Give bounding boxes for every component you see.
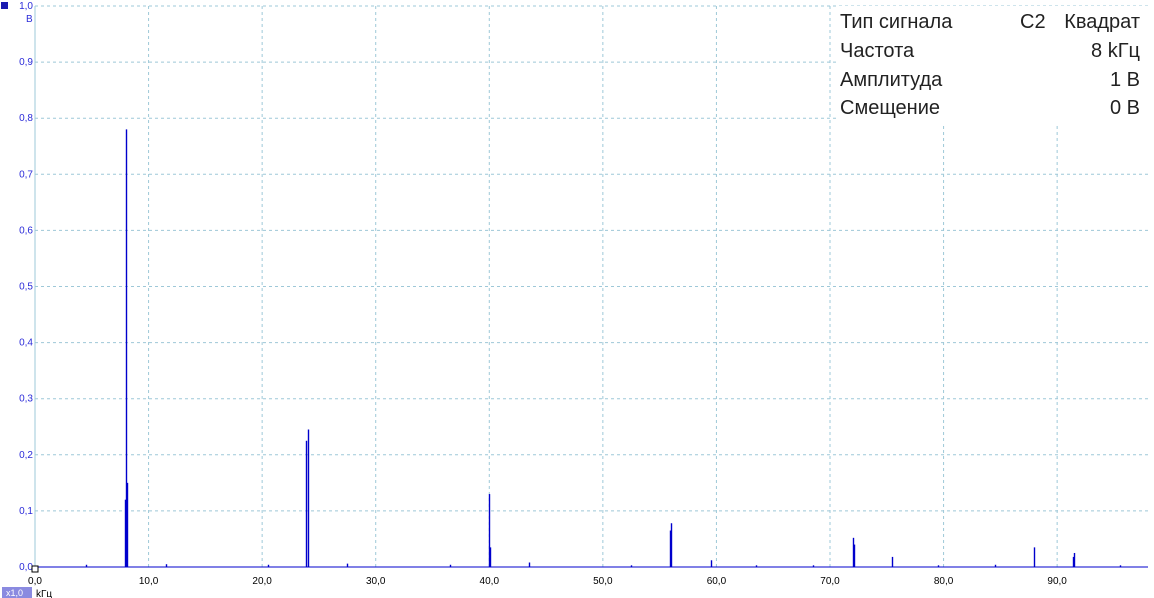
spectrum-peaks bbox=[35, 129, 1148, 568]
x-tick-label: 40,0 bbox=[480, 576, 500, 587]
y-tick-label: 0,0 bbox=[19, 562, 33, 573]
y-tick-label: 0,2 bbox=[19, 450, 33, 461]
x-tick-label: 70,0 bbox=[820, 576, 840, 587]
grid-lines bbox=[34, 5, 1148, 567]
x-tick-label: 90,0 bbox=[1047, 576, 1067, 587]
offset-label: Смещение bbox=[840, 97, 941, 119]
x-tick-label: 10,0 bbox=[139, 576, 159, 587]
x-axis-unit: kГц bbox=[36, 589, 52, 598]
offset-value: 0 В bbox=[1109, 97, 1140, 119]
x-tick-label: 20,0 bbox=[252, 576, 272, 587]
x-tick-label: 60,0 bbox=[707, 576, 727, 587]
signal-type-row: Тип сигнала C2 Квадрат bbox=[840, 8, 1140, 36]
y-tick-label: 0,3 bbox=[19, 394, 33, 405]
frequency-label: Частота bbox=[840, 40, 915, 62]
channel-label: C2 bbox=[1020, 11, 1046, 33]
signal-type-value: Квадрат bbox=[1064, 11, 1140, 33]
x-tick-label: 50,0 bbox=[593, 576, 613, 587]
y-tick-label: 0,8 bbox=[19, 113, 33, 124]
scale-badge[interactable] bbox=[2, 587, 32, 598]
y-tick-label: 1,0 bbox=[19, 1, 33, 12]
y-tick-label: 0,5 bbox=[19, 282, 33, 293]
signal-type-label: Тип сигнала bbox=[840, 11, 953, 33]
y-tick-label: 0,6 bbox=[19, 225, 33, 236]
amplitude-label: Амплитуда bbox=[840, 69, 943, 91]
frequency-value: 8 kГц bbox=[1091, 40, 1140, 62]
y-tick-label: 0,9 bbox=[19, 57, 33, 68]
y-tick-label: 0,7 bbox=[19, 169, 33, 180]
frequency-row: Частота 8 kГц bbox=[840, 37, 1140, 65]
signal-info-panel: Тип сигнала C2 Квадрат Частота 8 kГц Амп… bbox=[836, 6, 1148, 124]
amplitude-row: Амплитуда 1 В bbox=[840, 66, 1140, 94]
x-tick-label: 80,0 bbox=[934, 576, 954, 587]
scale-badge-label: x1,0 bbox=[6, 588, 23, 598]
amplitude-value: 1 В bbox=[1109, 69, 1140, 91]
x-tick-label: 30,0 bbox=[366, 576, 386, 587]
y-tick-label: 0,4 bbox=[19, 338, 33, 349]
tick-labels: 0,0 10,0 20,0 30,0 40,0 50,0 60,0 70,0 80,0 90,0 0… bbox=[19, 1, 1067, 587]
channel-marker[interactable] bbox=[1, 2, 8, 9]
y-axis-unit: В bbox=[26, 14, 33, 25]
y-tick-label: 0,1 bbox=[19, 506, 33, 517]
x-tick-label: 0,0 bbox=[28, 576, 42, 587]
offset-row: Смещение 0 В bbox=[840, 94, 1140, 122]
cursor-handle[interactable] bbox=[31, 565, 39, 573]
